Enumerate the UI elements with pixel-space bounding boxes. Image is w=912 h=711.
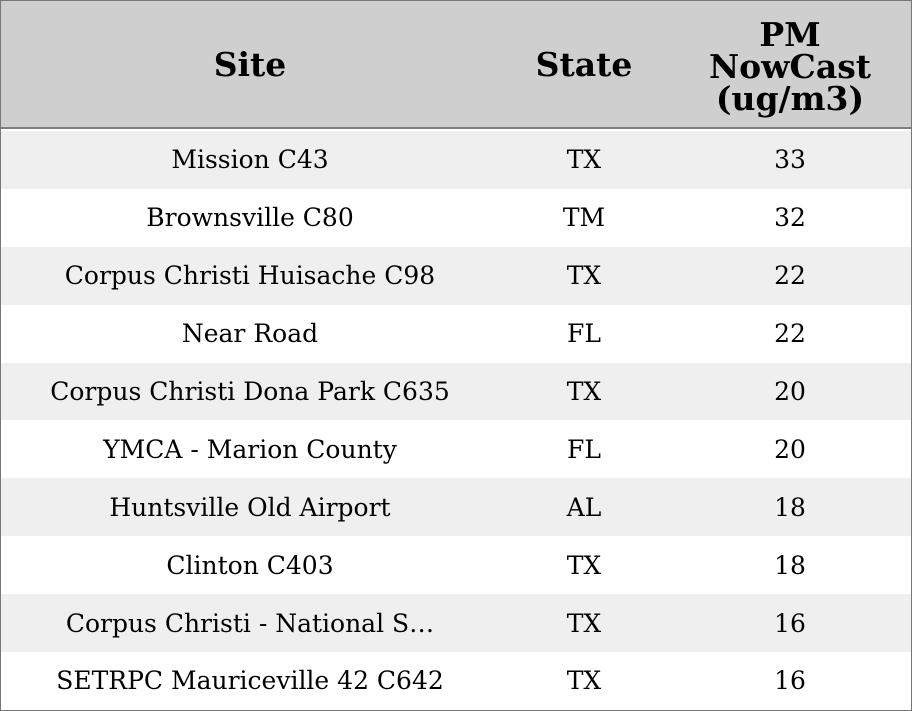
pm-value-cell: 16 xyxy=(774,666,806,696)
site-cell: Near Road xyxy=(181,319,319,349)
table-row: YMCA - Marion County FL 20 xyxy=(1,420,911,479)
site-cell: SETRPC Mauriceville 42 C642 xyxy=(56,666,444,696)
table-body: Mission C43 TX 33 Brownsville C80 TM 32 … xyxy=(1,131,911,710)
state-cell: FL xyxy=(567,319,601,349)
table-row: Brownsville C80 TM 32 xyxy=(1,188,911,247)
pm-value-cell: 20 xyxy=(774,377,806,406)
column-header-pm-nowcast[interactable]: PM NowCast (ug/m3) xyxy=(708,15,872,118)
pm-value-cell: 20 xyxy=(774,434,806,464)
state-cell: TX xyxy=(566,550,602,580)
site-cell: Huntsville Old Airport xyxy=(109,492,391,522)
site-cell: Brownsville C80 xyxy=(146,203,354,233)
table-row: Near Road FL 22 xyxy=(1,304,911,363)
state-cell: FL xyxy=(567,434,601,464)
table-row: Corpus Christi - National S… TX 16 xyxy=(1,594,911,653)
pm-value-cell: 32 xyxy=(774,203,806,233)
table-header-row: Site State PM NowCast (ug/m3) xyxy=(1,1,911,129)
site-cell: Corpus Christi - National S… xyxy=(65,608,435,638)
column-header-state[interactable]: State xyxy=(535,45,633,84)
table-row: Corpus Christi Huisache C98 TX 22 xyxy=(1,246,911,305)
site-cell: Corpus Christi Huisache C98 xyxy=(64,261,436,291)
pm-value-cell: 16 xyxy=(774,608,806,638)
site-cell: Mission C43 xyxy=(171,145,329,175)
table-row: Huntsville Old Airport AL 18 xyxy=(1,478,911,537)
state-cell: AL xyxy=(566,492,602,522)
site-cell: YMCA - Marion County xyxy=(103,434,397,464)
pm-value-cell: 22 xyxy=(774,319,806,349)
pm-value-cell: 22 xyxy=(774,261,806,291)
state-cell: TX xyxy=(566,608,602,638)
table-row: Mission C43 TX 33 xyxy=(1,131,911,189)
table-row: Corpus Christi Dona Park C635 TX 20 xyxy=(1,362,911,421)
column-header-site[interactable]: Site xyxy=(213,45,287,84)
pm-value-cell: 18 xyxy=(774,550,806,580)
state-cell: TX xyxy=(566,666,602,696)
pm-value-cell: 33 xyxy=(774,145,806,175)
table-row: SETRPC Mauriceville 42 C642 TX 16 xyxy=(1,652,911,710)
state-cell: TM xyxy=(562,203,606,233)
table-row: Clinton C403 TX 18 xyxy=(1,536,911,595)
state-cell: TX xyxy=(566,145,602,175)
site-cell: Corpus Christi Dona Park C635 xyxy=(50,377,450,406)
pm-value-cell: 18 xyxy=(774,492,806,522)
state-cell: TX xyxy=(566,377,602,406)
site-cell: Clinton C403 xyxy=(166,550,334,580)
state-cell: TX xyxy=(566,261,602,291)
